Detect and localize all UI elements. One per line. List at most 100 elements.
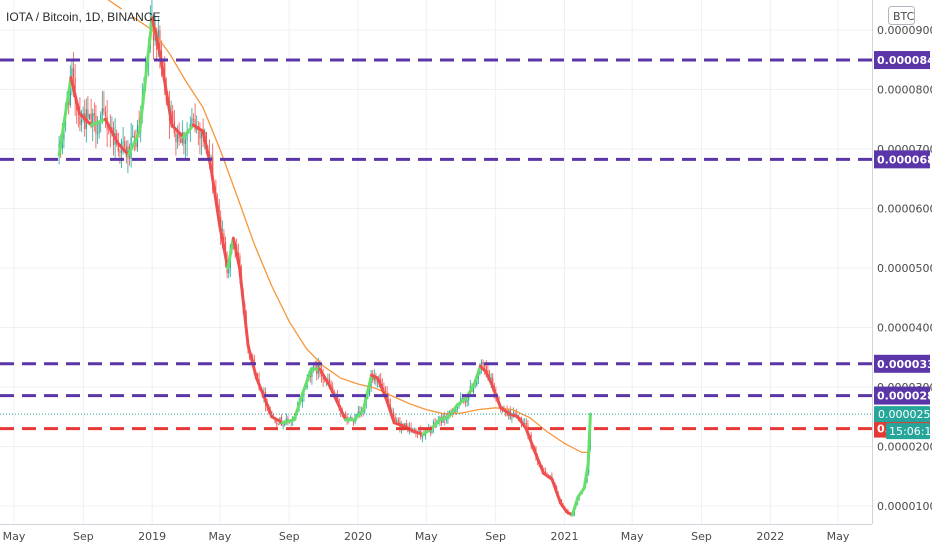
- trend-segment: [472, 364, 482, 386]
- trend-segment: [542, 471, 554, 481]
- candle-body: [472, 386, 475, 392]
- candle-body: [482, 361, 484, 365]
- candle-body: [461, 397, 463, 399]
- candle-body: [431, 428, 433, 433]
- candle-body: [87, 109, 89, 119]
- trend-segment: [570, 495, 580, 517]
- trend-segment: [484, 370, 494, 386]
- candle-body: [492, 377, 494, 386]
- trend-segment: [550, 477, 563, 505]
- level-tag: [874, 354, 930, 373]
- trend-segment: [170, 123, 185, 139]
- candle-body: [413, 429, 415, 431]
- trend-segment: [582, 462, 590, 490]
- trend-segment: [209, 165, 222, 228]
- trend-segment: [57, 76, 73, 157]
- candle-body: [396, 420, 398, 422]
- candle-body: [186, 132, 188, 140]
- candle-body: [476, 379, 478, 386]
- candle-body: [445, 419, 447, 421]
- y-tick-label: 0.00009000: [877, 24, 932, 37]
- trend-segment: [576, 486, 586, 499]
- candle-body: [175, 133, 177, 143]
- candle-body: [464, 399, 467, 403]
- trend-segment: [126, 129, 142, 157]
- y-tick-label: 0.00005000: [877, 262, 932, 275]
- candle-body: [524, 423, 526, 424]
- trend-segment: [218, 224, 230, 270]
- x-tick-label: 2021: [550, 530, 578, 543]
- x-tick-label: May: [827, 530, 850, 543]
- time-axis[interactable]: [0, 524, 932, 550]
- candle-body: [71, 68, 73, 78]
- currency-badge-label: BTC: [893, 10, 915, 23]
- trend-segment: [429, 418, 442, 431]
- trend-segment: [246, 343, 259, 380]
- currency-badge-box[interactable]: [888, 6, 915, 25]
- candle-body: [511, 417, 513, 419]
- countdown-label: 15:06:13: [886, 423, 932, 440]
- trend-segment: [559, 501, 569, 514]
- trend-segment: [201, 129, 213, 169]
- candle-body: [368, 388, 371, 396]
- candle-body: [284, 423, 286, 426]
- candle-body: [344, 413, 347, 417]
- level-tag: [874, 150, 930, 169]
- current-price-value: 0.00002545: [878, 408, 932, 421]
- trend-segment: [138, 16, 154, 133]
- x-tick-label: 2022: [756, 530, 784, 543]
- candle-body: [80, 119, 83, 125]
- candle-body: [405, 423, 407, 427]
- moving-average-series: [107, 0, 591, 454]
- candle-body: [172, 111, 174, 121]
- candle-body: [192, 118, 195, 120]
- level-tag: [874, 51, 930, 70]
- trend-segment: [586, 412, 592, 466]
- trend-segment: [116, 141, 130, 157]
- trend-segment: [335, 400, 348, 422]
- candle-body: [490, 377, 492, 381]
- candle-body: [287, 418, 289, 421]
- x-tick-label: 2019: [138, 530, 166, 543]
- candle-body: [525, 423, 527, 426]
- level-tag: [874, 386, 930, 405]
- trend-segment: [438, 415, 451, 422]
- candle-body: [397, 420, 399, 422]
- trend-segment: [191, 123, 205, 133]
- x-tick-label: Sep: [485, 530, 506, 543]
- candle-body: [184, 139, 187, 144]
- candle-body: [104, 111, 107, 117]
- candle-body: [108, 129, 110, 131]
- trend-segment: [384, 397, 396, 425]
- level-label: 0.00008495: [877, 54, 932, 67]
- moving-average-line: [107, 0, 591, 454]
- candle-body: [88, 113, 91, 119]
- trend-segment: [499, 406, 511, 416]
- candle-body: [223, 233, 225, 243]
- trend-segment: [533, 450, 546, 475]
- trend-segment: [327, 382, 339, 404]
- candle-body: [93, 113, 95, 116]
- candle-body: [455, 408, 457, 414]
- trend-segment: [89, 117, 107, 127]
- trend-segment: [231, 236, 242, 270]
- candle-body: [357, 411, 359, 415]
- candle-body: [133, 135, 135, 138]
- candle-body: [474, 385, 476, 387]
- trend-segment: [69, 76, 81, 115]
- y-tick-label: 0.00002000: [877, 441, 932, 454]
- trend-segment: [318, 367, 331, 386]
- currency-badge[interactable]: BTC: [888, 6, 915, 25]
- chart-title: IOTA / Bitcoin, 1D, BINANCE: [6, 10, 161, 24]
- x-tick-label: May: [415, 530, 438, 543]
- candle-body: [100, 115, 102, 123]
- vertical-grid: [13, 0, 839, 524]
- candle-body: [487, 370, 489, 375]
- y-tick-label: 0.00004000: [877, 322, 932, 335]
- candle-body: [119, 151, 121, 153]
- x-tick-label: 2020: [344, 530, 372, 543]
- candle-body: [98, 122, 100, 134]
- candle-body: [372, 376, 374, 381]
